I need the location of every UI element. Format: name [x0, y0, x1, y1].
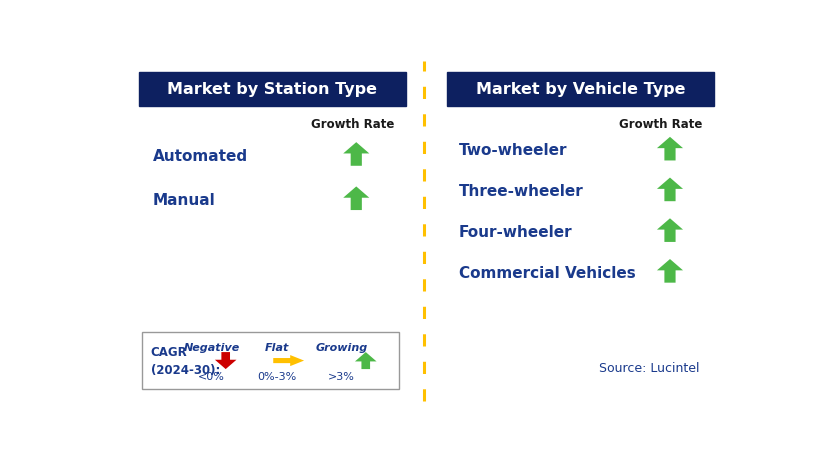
Text: Two-wheeler: Two-wheeler — [459, 143, 566, 158]
Text: Growth Rate: Growth Rate — [619, 118, 701, 130]
Text: Negative: Negative — [183, 342, 239, 352]
Text: CAGR
(2024-30):: CAGR (2024-30): — [151, 345, 219, 376]
Text: Commercial Vehicles: Commercial Vehicles — [459, 265, 635, 280]
Text: 0%-3%: 0%-3% — [258, 372, 296, 381]
Text: Source: Lucintel: Source: Lucintel — [599, 361, 699, 375]
FancyBboxPatch shape — [139, 73, 405, 106]
FancyArrow shape — [656, 259, 682, 283]
Text: Flat: Flat — [265, 342, 289, 352]
FancyArrow shape — [343, 143, 368, 167]
FancyArrow shape — [343, 187, 368, 211]
FancyArrow shape — [273, 355, 304, 366]
Text: Four-wheeler: Four-wheeler — [459, 224, 572, 239]
FancyArrow shape — [354, 353, 376, 369]
Text: Market by Station Type: Market by Station Type — [167, 82, 377, 97]
Text: Market by Vehicle Type: Market by Vehicle Type — [475, 82, 685, 97]
Text: <0%: <0% — [198, 372, 224, 381]
Text: Automated: Automated — [153, 148, 248, 163]
FancyArrow shape — [656, 219, 682, 242]
Text: Three-wheeler: Three-wheeler — [459, 184, 583, 199]
FancyArrow shape — [656, 138, 682, 161]
Text: Growth Rate: Growth Rate — [310, 118, 393, 130]
Text: >3%: >3% — [328, 372, 354, 381]
Text: Manual: Manual — [153, 192, 215, 207]
FancyArrow shape — [656, 178, 682, 202]
Text: Growing: Growing — [315, 342, 367, 352]
FancyBboxPatch shape — [447, 73, 713, 106]
FancyArrow shape — [214, 353, 236, 369]
FancyBboxPatch shape — [142, 332, 399, 389]
